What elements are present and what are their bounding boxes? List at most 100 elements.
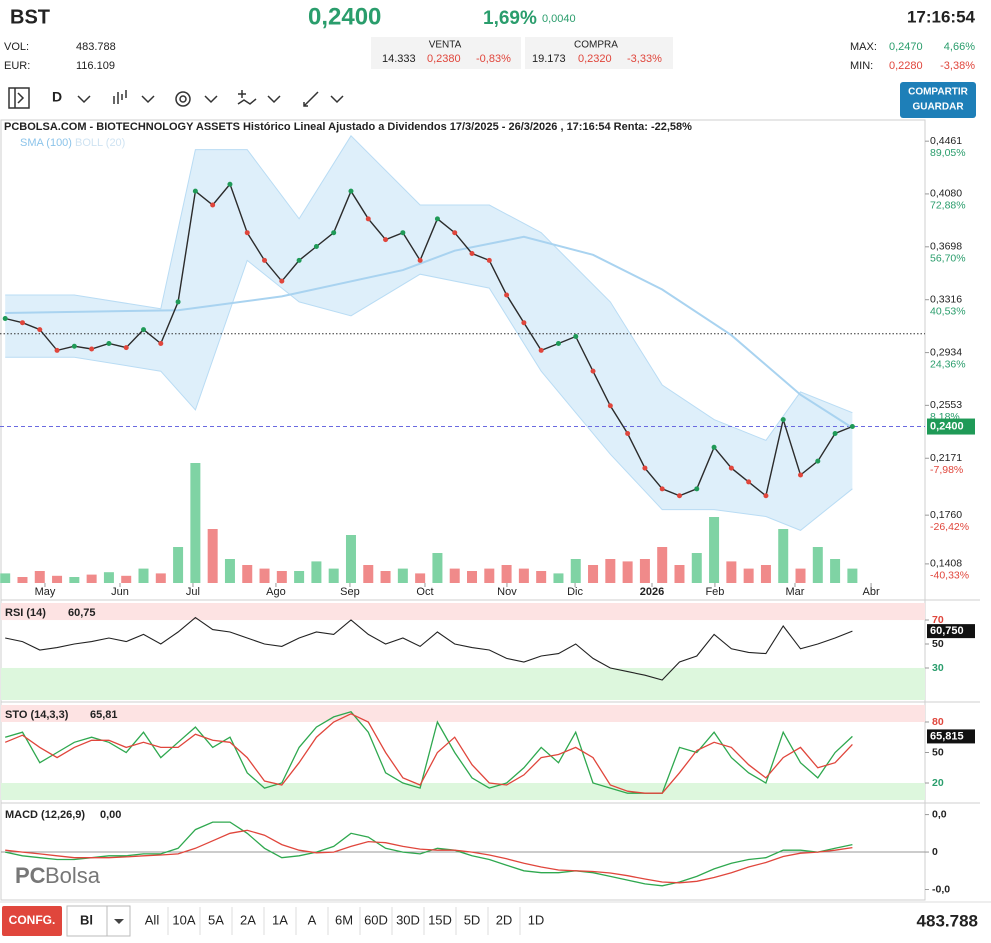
value: 483.788 <box>76 41 116 53</box>
volume-bar <box>397 568 408 583</box>
dropdown[interactable] <box>77 95 91 104</box>
y-tick-label: 0,2171 <box>930 452 962 464</box>
volume-bar <box>847 568 858 583</box>
venta-box <box>371 37 521 69</box>
range-button[interactable]: 1D <box>528 912 545 927</box>
y-tick-pct: 24,36% <box>930 358 966 370</box>
share-button[interactable] <box>900 82 976 118</box>
range-button[interactable]: 10A <box>172 912 195 927</box>
range-button[interactable]: 15D <box>428 912 452 927</box>
range-button[interactable]: 2D <box>496 912 513 927</box>
y-tick-pct: -7,98% <box>930 464 963 476</box>
range-button[interactable]: 1A <box>272 912 288 927</box>
volume-bar <box>328 568 339 583</box>
dropdown[interactable] <box>330 95 344 104</box>
range-button[interactable]: 2A <box>240 912 256 927</box>
price-point <box>262 257 268 263</box>
price-point <box>694 486 700 492</box>
volume-bar <box>588 565 599 583</box>
y-tick-label: 0,4080 <box>930 188 962 200</box>
price-point <box>815 458 821 464</box>
x-tick-label: May <box>35 586 56 598</box>
x-tick-label: 2026 <box>640 586 664 598</box>
legend-boll: BOLL (20) <box>75 137 125 149</box>
y-tick-label: 0,1408 <box>930 558 962 570</box>
volume-bar <box>259 568 270 583</box>
value: -3,38% <box>940 60 975 72</box>
price-point <box>123 345 129 351</box>
range-button[interactable]: 5A <box>208 912 224 927</box>
range-button[interactable]: 60D <box>364 912 388 927</box>
dropdown[interactable] <box>267 95 281 104</box>
macd-line <box>5 829 853 884</box>
x-tick-label: Nov <box>497 586 517 598</box>
range-button[interactable]: 30D <box>396 912 420 927</box>
y-tick-label: 0,2934 <box>930 346 962 358</box>
sma-line <box>5 235 853 429</box>
x-tick-label: Feb <box>705 586 724 598</box>
price-point <box>555 340 561 346</box>
logo: PC <box>15 863 46 888</box>
price-point <box>227 181 233 187</box>
mode-label: Bl <box>80 912 93 927</box>
label: VOL: <box>4 41 29 53</box>
last-price-label: 0,2400 <box>930 420 964 432</box>
volume-bar <box>138 568 149 583</box>
volume-bar <box>52 575 63 583</box>
indicators[interactable] <box>237 90 257 105</box>
volume-bar <box>0 573 11 583</box>
dropdown[interactable] <box>114 919 124 924</box>
range-button[interactable]: 5D <box>464 912 481 927</box>
volume-bar <box>294 571 305 583</box>
range-button[interactable]: 6M <box>335 912 353 927</box>
indicator-title: RSI (14) <box>5 607 46 619</box>
volume-bar <box>86 574 97 583</box>
value-box <box>927 624 975 639</box>
x-tick-label: Ago <box>266 586 286 598</box>
change-pct: 1,69% <box>483 8 537 29</box>
volume-bar <box>415 573 426 583</box>
price-point <box>486 257 492 263</box>
icon-arrow <box>17 92 25 104</box>
indicator-value: 65,81 <box>90 709 118 721</box>
dropdown[interactable] <box>141 95 155 104</box>
y-tick-pct: 72,88% <box>930 200 966 212</box>
value: 0,2470 <box>889 41 923 53</box>
draw-tool[interactable] <box>303 91 319 107</box>
change: 0,0040 <box>542 13 576 25</box>
value: 19.173 <box>532 53 566 65</box>
label: MIN: <box>850 60 873 72</box>
y-tick-label: 0,3698 <box>930 241 962 253</box>
oversold-zone <box>1 667 925 700</box>
volume-bar <box>242 565 253 583</box>
y-tick-label: 0,3316 <box>930 293 962 305</box>
y-tick-label: -0,0 <box>932 883 950 895</box>
value: 0,2320 <box>578 53 612 65</box>
volume-bar <box>743 568 754 583</box>
value-box-label: 65,815 <box>930 730 964 742</box>
price-point <box>607 403 613 409</box>
config-button[interactable] <box>2 906 62 936</box>
label: EUR: <box>4 60 30 72</box>
volume-bar <box>224 559 235 583</box>
range-button[interactable]: All <box>145 912 160 927</box>
range-button[interactable]: A <box>308 912 317 927</box>
price-point <box>452 230 458 236</box>
y-tick-label: 0,0 <box>932 808 947 820</box>
x-tick-label: Sep <box>340 586 360 598</box>
settings[interactable] <box>175 91 191 107</box>
price-point <box>676 493 682 499</box>
volume-bar <box>121 575 132 583</box>
dropdown[interactable] <box>204 95 218 104</box>
volume-bar <box>709 517 720 583</box>
volume-bar <box>536 571 547 583</box>
chart-type[interactable] <box>113 90 127 104</box>
panel-toggle[interactable] <box>8 87 30 109</box>
sto-line <box>5 711 853 794</box>
volume-bar <box>103 572 114 583</box>
volume-bar <box>276 571 287 583</box>
plot-frame <box>0 119 926 901</box>
value-box-label: 60,750 <box>930 625 964 637</box>
label: VENTA <box>429 40 462 51</box>
